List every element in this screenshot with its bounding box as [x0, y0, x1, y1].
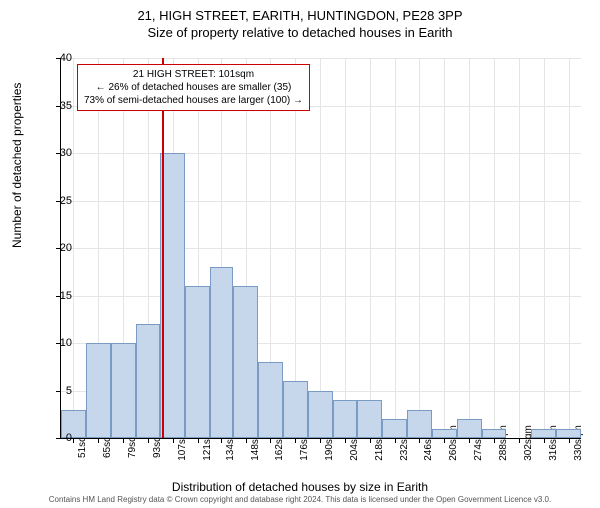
xtick-mark — [246, 438, 247, 443]
annotation-line: 21 HIGH STREET: 101sqm — [84, 68, 303, 81]
annotation-line: ← 26% of detached houses are smaller (35… — [84, 81, 303, 94]
xtick-mark — [519, 438, 520, 443]
histogram-bar — [407, 410, 432, 439]
ytick-label: 35 — [42, 100, 72, 112]
xtick-mark — [123, 438, 124, 443]
xtick-mark — [444, 438, 445, 443]
y-axis-label: Number of detached properties — [10, 83, 24, 248]
gridline-v — [370, 58, 371, 438]
xtick-mark — [395, 438, 396, 443]
chart-area: 51sqm65sqm79sqm93sqm107sqm121sqm134sqm14… — [60, 58, 580, 438]
histogram-bar — [86, 343, 111, 438]
gridline-v — [73, 58, 74, 438]
xtick-mark — [221, 438, 222, 443]
histogram-bar — [457, 419, 482, 438]
gridline-v — [395, 58, 396, 438]
histogram-bar — [233, 286, 258, 438]
xtick-mark — [98, 438, 99, 443]
chart-title: 21, HIGH STREET, EARITH, HUNTINGDON, PE2… — [0, 8, 600, 23]
ytick-label: 0 — [42, 432, 72, 444]
histogram-bar — [210, 267, 233, 438]
ytick-label: 10 — [42, 337, 72, 349]
gridline-v — [519, 58, 520, 438]
histogram-bar — [482, 429, 507, 439]
xtick-mark — [345, 438, 346, 443]
ytick-label: 40 — [42, 52, 72, 64]
histogram-bar — [258, 362, 283, 438]
histogram-bar — [136, 324, 161, 438]
histogram-bar — [283, 381, 308, 438]
ytick-label: 5 — [42, 385, 72, 397]
xtick-mark — [173, 438, 174, 443]
gridline-v — [469, 58, 470, 438]
annotation-line: 73% of semi-detached houses are larger (… — [84, 94, 303, 107]
histogram-bar — [382, 419, 407, 438]
gridline-v — [444, 58, 445, 438]
xtick-mark — [198, 438, 199, 443]
xtick-mark — [544, 438, 545, 443]
gridline-v — [419, 58, 420, 438]
histogram-bar — [531, 429, 556, 439]
gridline-v — [345, 58, 346, 438]
xtick-mark — [370, 438, 371, 443]
ytick-label: 30 — [42, 147, 72, 159]
histogram-bar — [333, 400, 358, 438]
histogram-bar — [111, 343, 136, 438]
xtick-mark — [494, 438, 495, 443]
gridline-v — [569, 58, 570, 438]
xtick-mark — [320, 438, 321, 443]
marker-line — [162, 58, 164, 438]
xtick-mark — [469, 438, 470, 443]
chart-subtitle: Size of property relative to detached ho… — [0, 25, 600, 40]
xtick-mark — [148, 438, 149, 443]
histogram-bar — [556, 429, 581, 439]
gridline-v — [494, 58, 495, 438]
gridline-v — [320, 58, 321, 438]
plot-region: 51sqm65sqm79sqm93sqm107sqm121sqm134sqm14… — [60, 58, 581, 439]
histogram-bar — [308, 391, 333, 439]
histogram-bar — [185, 286, 210, 438]
annotation-box: 21 HIGH STREET: 101sqm← 26% of detached … — [77, 64, 310, 111]
xtick-mark — [73, 438, 74, 443]
histogram-bar — [357, 400, 382, 438]
xtick-mark — [270, 438, 271, 443]
xtick-mark — [419, 438, 420, 443]
xtick-mark — [569, 438, 570, 443]
ytick-label: 20 — [42, 242, 72, 254]
ytick-label: 15 — [42, 290, 72, 302]
ytick-label: 25 — [42, 195, 72, 207]
histogram-bar — [432, 429, 457, 439]
gridline-v — [544, 58, 545, 438]
xtick-mark — [295, 438, 296, 443]
x-axis-label: Distribution of detached houses by size … — [0, 480, 600, 494]
